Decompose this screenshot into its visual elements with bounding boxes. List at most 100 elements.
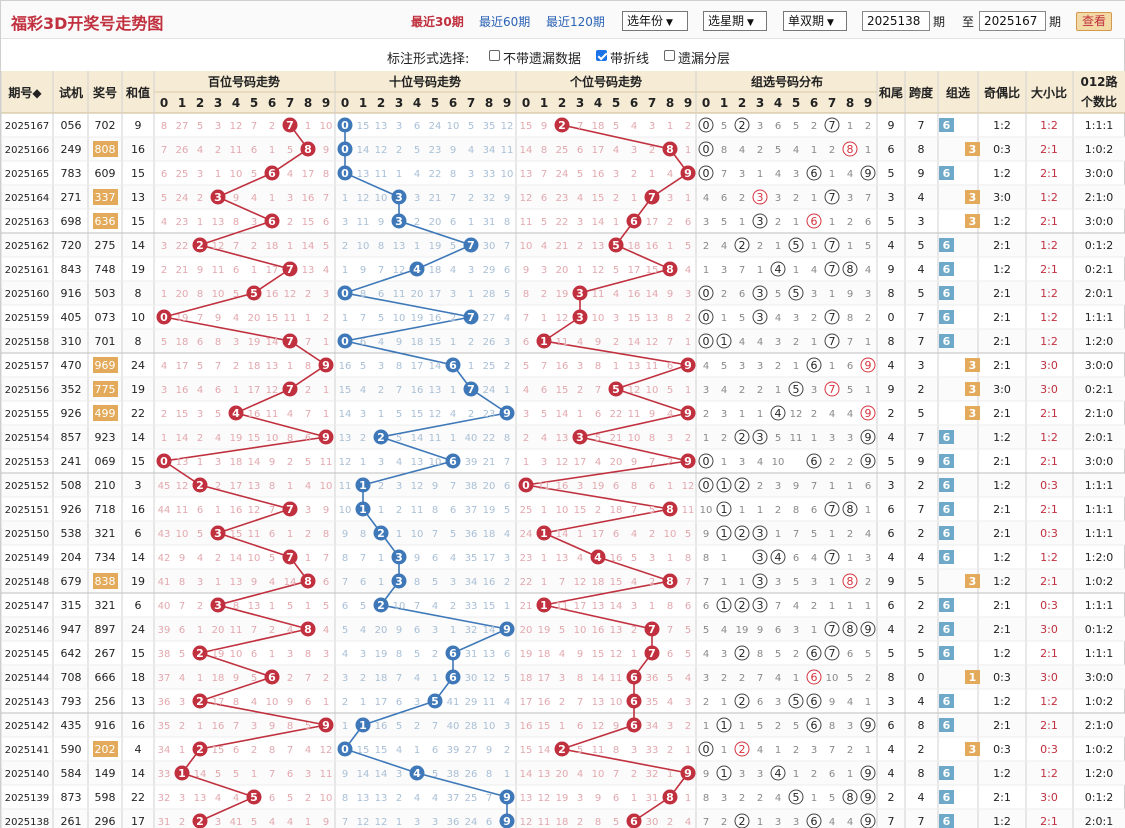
recent-60-link[interactable]: 最近60期: [479, 15, 531, 29]
test-cell: 720: [61, 239, 82, 252]
miss-value: 2: [504, 577, 510, 588]
digit-header: 5: [431, 96, 439, 110]
miss-value: 12: [357, 817, 370, 828]
group-miss: 1: [757, 265, 763, 276]
miss-value: 7: [342, 817, 348, 828]
miss-value: 11: [538, 817, 551, 828]
miss-value: 15: [429, 337, 442, 348]
miss-value: 15: [646, 265, 659, 276]
draw-ball: [337, 285, 353, 301]
miss-value: 11: [248, 529, 261, 540]
group-miss: 1: [757, 169, 763, 180]
zuxuan-value: 3: [969, 575, 977, 588]
draw-ball: [536, 525, 552, 541]
chevron-down-icon: ▼: [747, 18, 754, 28]
test-cell: 793: [61, 695, 82, 708]
miss-value: 3: [432, 817, 438, 828]
miss-value: 5: [613, 121, 619, 132]
span-cell: 4: [918, 263, 925, 276]
draw-digit: 0: [341, 143, 349, 156]
miss-value: 12: [646, 337, 659, 348]
miss-value: 7: [287, 745, 293, 756]
group-highlight: [93, 741, 118, 757]
group-miss: 5: [793, 121, 799, 132]
draw-ball: [192, 237, 208, 253]
recent-30-link[interactable]: 最近30期: [411, 15, 464, 29]
week-select[interactable]: 选星期 ▼: [703, 11, 767, 31]
group-digit: 1: [721, 335, 728, 348]
miss-value: 14: [592, 217, 605, 228]
draw-digit: 9: [322, 719, 330, 732]
zuxuan-badge: [939, 478, 954, 492]
miss-value: 23: [520, 553, 533, 564]
recent-120-link[interactable]: 最近120期: [546, 15, 605, 29]
miss-value: 4: [504, 529, 510, 540]
draw-ball: [192, 645, 208, 661]
view-button[interactable]: 查看: [1076, 12, 1112, 31]
miss-value: 13: [483, 649, 496, 660]
from-issue-input[interactable]: 2025138: [862, 11, 930, 31]
group-miss: 1: [829, 601, 835, 612]
miss-value: 5: [287, 145, 293, 156]
miss-value: 13: [592, 697, 605, 708]
group-miss: 1: [829, 169, 835, 180]
miss-value: 8: [541, 145, 547, 156]
sumtail-cell: 4: [888, 623, 895, 636]
group-ball: [770, 549, 786, 565]
miss-value: 12: [592, 265, 605, 276]
polyline-checkbox[interactable]: [596, 50, 607, 61]
group-digit: 6: [811, 695, 818, 708]
group-miss: 1: [811, 793, 817, 804]
miss-value: 1: [685, 337, 691, 348]
miss-value: 13: [628, 361, 641, 372]
miss-value: 8: [649, 433, 655, 444]
to-issue-input[interactable]: 2025167: [979, 11, 1046, 31]
trend-table: 期号◆ 试机 奖号 和值百位号码走势 十位号码走势 个位号码走势 组选号码分布和尾 跨度 组选奇…: [1, 71, 1125, 828]
test-header: 试机: [59, 85, 83, 100]
miss-value: 10: [320, 481, 333, 492]
draw-digit: 3: [576, 431, 584, 444]
draw-ball: [572, 309, 588, 325]
group-miss: 4: [793, 601, 799, 612]
no-miss-checkbox[interactable]: [489, 50, 500, 61]
miss-value: 36: [447, 817, 460, 828]
miss-value: 2: [685, 433, 691, 444]
zuxuan-value: 6: [943, 455, 951, 468]
miss-value: 3: [287, 649, 293, 660]
miss-value: 10: [176, 529, 189, 540]
miss-value: 1: [378, 505, 384, 516]
issue-cell: 2025157: [5, 361, 50, 372]
span-cell: 5: [918, 239, 925, 252]
group-digit: 3: [757, 191, 764, 204]
miss-value: 3: [342, 673, 348, 684]
miss-value: 14: [230, 553, 243, 564]
miss-value: 3: [541, 265, 547, 276]
oddeven-select[interactable]: 单双期 ▼: [783, 11, 847, 31]
miss-value: 11: [610, 673, 623, 684]
miss-value: 4: [414, 673, 420, 684]
miss-value: 25: [483, 361, 496, 372]
miss-value: 1: [396, 529, 402, 540]
group-miss: 4: [775, 673, 781, 684]
road-cell: 0:2:1: [1085, 383, 1113, 396]
bigsmall-header: 大小比: [1031, 85, 1067, 100]
miss-value: 5: [161, 337, 167, 348]
group-highlight: [93, 573, 118, 589]
group-miss: 5: [865, 241, 871, 252]
span-cell: 4: [918, 551, 925, 564]
group-ball: [698, 477, 714, 493]
group-miss: 1: [865, 145, 871, 156]
draw-ball: [608, 381, 624, 397]
sumtail-cell: 4: [888, 743, 895, 756]
miss-value: 13: [520, 169, 533, 180]
year-select[interactable]: 选年份 ▼: [622, 11, 688, 31]
miss-value: 6: [323, 577, 329, 588]
miss-value: 6: [486, 817, 492, 828]
miss-value: 11: [320, 769, 333, 780]
group-ball: [860, 717, 876, 733]
road-cell: 1:1:1: [1085, 527, 1113, 540]
digit-header: 5: [612, 96, 620, 110]
miss-layer-checkbox[interactable]: [664, 50, 675, 61]
group-miss: 3: [811, 289, 817, 300]
miss-value: 1: [577, 409, 583, 420]
